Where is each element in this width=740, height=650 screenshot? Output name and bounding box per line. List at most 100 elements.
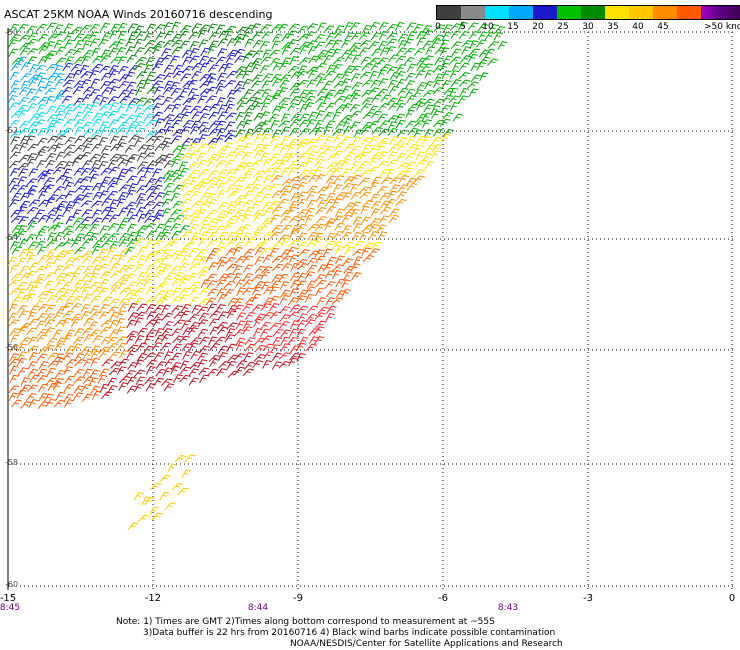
wind-barb: [227, 354, 239, 363]
wind-barb: [80, 71, 92, 79]
wind-barb: [37, 214, 49, 223]
wind-barb: [53, 95, 65, 103]
wind-barb: [333, 134, 343, 144]
wind-barb: [313, 166, 324, 176]
wind-barb: [44, 87, 57, 95]
wind-barb: [199, 374, 210, 383]
wind-barb: [170, 169, 182, 178]
wind-barb: [161, 328, 173, 337]
wind-barb: [73, 376, 85, 384]
wind-barb: [80, 223, 92, 232]
wind-barb: [160, 137, 171, 147]
wind-barb: [287, 206, 298, 215]
wind-barb: [386, 23, 398, 32]
wind-barb: [145, 329, 157, 338]
wind-barb: [162, 96, 173, 106]
wind-barb: [225, 263, 238, 271]
wind-barb: [46, 63, 58, 72]
wind-barb: [278, 120, 291, 128]
wind-barb: [170, 223, 181, 232]
wind-barb: [315, 279, 327, 288]
wind-barb: [252, 89, 265, 97]
wind-barb: [26, 153, 37, 162]
wind-barb: [378, 128, 390, 137]
wind-barb: [37, 328, 49, 337]
wind-barb: [136, 185, 148, 194]
wind-barb: [16, 357, 27, 367]
wind-barb: [56, 305, 68, 315]
wind-barb: [226, 343, 237, 352]
wind-barb: [109, 85, 119, 95]
wind-barb: [171, 278, 183, 287]
wind-barb: [387, 127, 398, 137]
wind-barb: [324, 70, 336, 79]
wind-barb: [305, 31, 316, 40]
wind-barb: [305, 313, 317, 322]
wind-barb: [124, 166, 137, 175]
wind-barb: [37, 96, 50, 105]
wind-barb: [163, 39, 175, 48]
wind-barb: [106, 182, 118, 191]
wind-barb: [47, 207, 60, 215]
wind-barb: [198, 169, 210, 178]
wind-barb: [270, 280, 282, 289]
wind-barb: [92, 264, 102, 274]
wind-barb: [277, 160, 289, 169]
wind-barb: [133, 63, 146, 71]
wind-barb: [117, 121, 129, 130]
wind-barb: [298, 336, 309, 346]
wind-barb: [196, 159, 208, 169]
wind-barb: [242, 70, 252, 80]
wind-barb: [216, 368, 227, 377]
wind-barb: [334, 208, 345, 218]
wind-barb: [242, 287, 254, 295]
wind-barb: [200, 216, 212, 226]
wind-barb: [332, 128, 344, 136]
wind-barb: [9, 119, 21, 128]
wind-barb: [20, 377, 30, 387]
wind-barb: [20, 80, 30, 90]
wind-barb: [434, 73, 444, 83]
wind-barb: [341, 224, 353, 234]
wind-barb: [376, 186, 389, 194]
wind-barb: [377, 113, 388, 122]
wind-barb: [118, 358, 130, 367]
wind-barb: [109, 199, 119, 209]
wind-barb: [137, 271, 147, 281]
wind-barb: [416, 37, 426, 47]
wind-barb: [178, 335, 191, 344]
wind-barb: [101, 296, 113, 305]
wind-barb: [173, 64, 184, 74]
wind-barb: [217, 145, 230, 154]
wind-barb: [358, 186, 371, 194]
wind-barb: [423, 104, 434, 113]
wind-barb: [27, 103, 38, 112]
wind-barb: [91, 217, 103, 226]
wind-barb: [136, 167, 148, 175]
wind-barb: [360, 216, 372, 225]
wind-barb: [179, 366, 191, 375]
wind-barb: [27, 143, 39, 152]
wind-barb: [270, 344, 281, 353]
wind-barb: [73, 353, 84, 362]
wind-barb: [388, 102, 400, 111]
wind-barb: [223, 222, 235, 231]
wind-barb: [306, 79, 317, 88]
wind-barb: [423, 80, 435, 90]
wind-barb: [260, 120, 271, 129]
wind-barb: [53, 222, 64, 231]
wind-barb: [71, 295, 84, 304]
wind-barb: [268, 303, 280, 312]
wind-barb: [253, 281, 265, 289]
wind-barb: [288, 160, 300, 169]
wind-barb: [155, 361, 167, 370]
wind-barb: [297, 138, 309, 147]
wind-barb: [162, 367, 173, 376]
wind-barb: [468, 88, 479, 97]
wind-barb: [89, 173, 99, 183]
wind-barb: [62, 263, 74, 272]
wind-barb: [137, 225, 149, 233]
wind-barb: [26, 254, 37, 264]
wind-barb: [133, 491, 144, 501]
